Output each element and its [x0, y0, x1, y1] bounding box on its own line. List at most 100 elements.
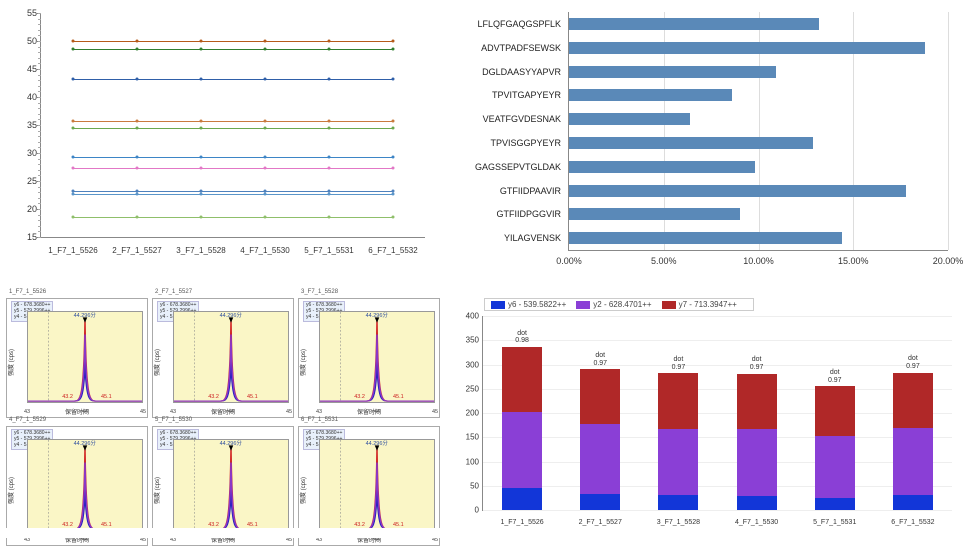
line-y-tick: 40: [17, 92, 37, 102]
stacked-x-label: 6_F7_1_5532: [891, 519, 934, 526]
stacked-bar: [502, 347, 542, 510]
stacked-y-tick: 250: [455, 384, 479, 393]
stacked-bar-label: dot0.97: [672, 356, 686, 371]
peptide-label: TPVITGAPYEYR: [492, 87, 561, 103]
peptide-label: TPVISGGPYEYR: [490, 135, 561, 151]
hbar-bar: [569, 161, 755, 173]
peptide-label: GTFIIDPAAVIR: [500, 183, 561, 199]
chromatogram-plot: 44.296分43.245.1: [173, 311, 289, 403]
peptide-label: VEATFGVDESNAK: [483, 111, 561, 127]
stacked-y-tick: 400: [455, 312, 479, 321]
hbar-bar: [569, 113, 690, 125]
stacked-segment: [580, 369, 620, 424]
line-y-tick: 45: [17, 64, 37, 74]
stacked-segment: [502, 347, 542, 412]
stacked-x-label: 4_F7_1_5530: [735, 519, 778, 526]
line-plot-area: 1520253035404550551_F7_1_55262_F7_1_5527…: [40, 13, 425, 238]
chromatogram-cell: 2_F7_1_5527y6 - 678.3680++y5 - 579.2996+…: [152, 298, 294, 418]
chromatogram-plot: 44.296分43.245.1: [173, 439, 289, 531]
stacked-plot-area: 0501001502002503003504001_F7_1_5526dot0.…: [482, 316, 952, 511]
chromatogram-header: 2_F7_1_5527: [155, 289, 192, 295]
legend-item: y7 - 713.3947++: [662, 300, 737, 309]
stacked-legend: y6 - 539.5822++ y2 - 628.4701++ y7 - 713.3…: [484, 298, 754, 311]
stacked-bar: [580, 369, 620, 510]
stacked-segment: [893, 495, 933, 510]
chromatogram-cell: 1_F7_1_5526y6 - 678.3680++y5 - 579.2996+…: [6, 298, 148, 418]
peptide-label: DGLDAASYYAPVR: [482, 64, 561, 80]
hbar-bar: [569, 66, 776, 78]
line-x-label: 2_F7_1_5527: [112, 246, 161, 255]
stacked-segment: [737, 429, 777, 497]
line-x-label: 5_F7_1_5531: [304, 246, 353, 255]
line-x-label: 1_F7_1_5526: [48, 246, 97, 255]
hbar-row: GTFIIDPAAVIR: [569, 183, 948, 199]
stacked-bar-label: dot0.97: [593, 352, 607, 367]
stacked-y-tick: 0: [455, 506, 479, 515]
hbar-row: ADVTPADFSEWSK: [569, 40, 948, 56]
series-line: [73, 79, 393, 80]
series-line: [73, 41, 393, 42]
stacked-segment: [580, 424, 620, 494]
hbar-row: TPVISGGPYEYR: [569, 135, 948, 151]
stacked-segment: [502, 412, 542, 489]
legend-item: y2 - 628.4701++: [576, 300, 651, 309]
series-line: [73, 128, 393, 129]
series-line: [73, 121, 393, 122]
stacked-y-tick: 350: [455, 336, 479, 345]
legend-item: y6 - 539.5822++: [491, 300, 566, 309]
hbar-bar: [569, 185, 906, 197]
line-y-tick: 30: [17, 148, 37, 158]
series-line: [73, 49, 393, 50]
retention-time-line-chart: 1520253035404550551_F7_1_55262_F7_1_5527…: [10, 8, 430, 258]
line-x-label: 4_F7_1_5530: [240, 246, 289, 255]
hbar-x-label: 10.00%: [743, 256, 774, 266]
stacked-y-tick: 150: [455, 433, 479, 442]
line-y-tick: 20: [17, 204, 37, 214]
stacked-bar-label: dot0.97: [906, 355, 920, 370]
line-x-label: 3_F7_1_5528: [176, 246, 225, 255]
line-x-label: 6_F7_1_5532: [368, 246, 417, 255]
stacked-segment: [737, 496, 777, 510]
stacked-segment: [580, 494, 620, 510]
hbar-row: TPVITGAPYEYR: [569, 87, 948, 103]
chromatogram-cell: 3_F7_1_5528y6 - 678.3680++y5 - 579.2996+…: [298, 298, 440, 418]
stacked-bar-label: dot0.97: [750, 356, 764, 371]
hbar-row: GTFIIDPGGVIR: [569, 206, 948, 222]
stacked-x-label: 1_F7_1_5526: [500, 519, 543, 526]
hbar-bar: [569, 232, 842, 244]
stacked-bar: [658, 373, 698, 510]
hbar-plot-area: 0.00%5.00%10.00%15.00%20.00%LFLQFGAQGSPF…: [568, 12, 948, 251]
series-line: [73, 157, 393, 158]
line-y-tick: 55: [17, 8, 37, 18]
stacked-x-label: 2_F7_1_5527: [579, 519, 622, 526]
stacked-segment: [658, 495, 698, 510]
hbar-bar: [569, 18, 819, 30]
hbar-row: YILAGVENSK: [569, 230, 948, 246]
stacked-y-tick: 100: [455, 457, 479, 466]
chromatogram-plot: 44.296分43.245.1: [319, 439, 435, 531]
stacked-segment: [815, 498, 855, 510]
series-line: [73, 194, 393, 195]
chromatogram-header: 4_F7_1_5529: [9, 417, 46, 423]
stacked-bar: [737, 374, 777, 510]
stacked-segment: [893, 428, 933, 496]
hbar-x-label: 0.00%: [556, 256, 582, 266]
hbar-bar: [569, 42, 925, 54]
stacked-segment: [815, 436, 855, 498]
chromatogram-grid: 1_F7_1_5526y6 - 678.3680++y5 - 579.2996+…: [0, 288, 440, 538]
chromatogram-header: 1_F7_1_5526: [9, 289, 46, 295]
stacked-x-label: 3_F7_1_5528: [657, 519, 700, 526]
peptide-percent-bar-chart: 0.00%5.00%10.00%15.00%20.00%LFLQFGAQGSPF…: [448, 8, 958, 273]
chromatogram-plot: 44.296分43.245.1: [27, 439, 143, 531]
chromatogram-header: 6_F7_1_5531: [301, 417, 338, 423]
peptide-label: GAGSSEPVTGLDAK: [475, 159, 561, 175]
stacked-x-label: 5_F7_1_5531: [813, 519, 856, 526]
stacked-segment: [815, 386, 855, 436]
stacked-y-tick: 50: [455, 481, 479, 490]
line-y-tick: 25: [17, 176, 37, 186]
hbar-x-label: 5.00%: [651, 256, 677, 266]
hbar-bar: [569, 89, 732, 101]
series-line: [73, 191, 393, 192]
stacked-y-tick: 300: [455, 360, 479, 369]
hbar-row: DGLDAASYYAPVR: [569, 64, 948, 80]
